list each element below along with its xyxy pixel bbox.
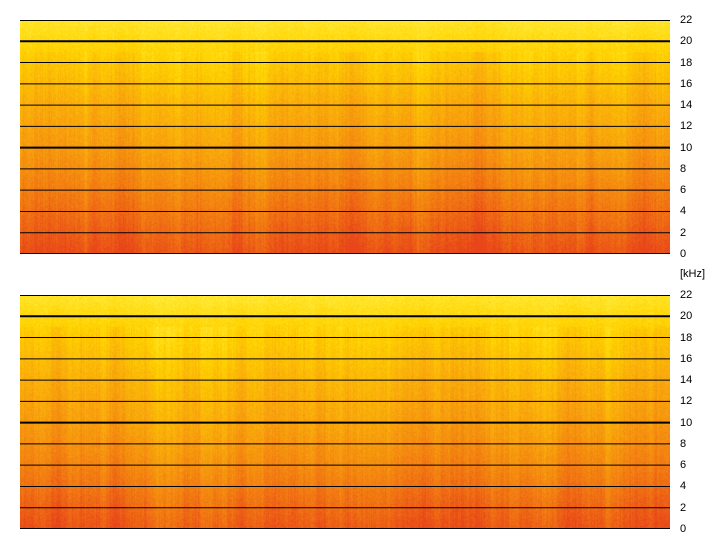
spectrogram-bottom-gridlines: [20, 295, 670, 529]
ytick-label-18: 18: [680, 331, 693, 344]
frequency-unit-label: [kHz]: [680, 268, 706, 280]
ytick-label-2: 2: [680, 501, 687, 514]
ytick-label-22: 22: [680, 14, 693, 26]
ytick-label-0: 0: [680, 523, 687, 535]
ytick-label-12: 12: [680, 120, 693, 133]
spectrogram-top-gridlines: [20, 20, 670, 254]
spectrogram-bottom-heatmap: [20, 295, 670, 529]
ytick-label-6: 6: [680, 459, 687, 472]
ytick-label-12: 12: [680, 395, 693, 408]
ytick-label-0: 0: [680, 248, 687, 260]
ytick-label-18: 18: [680, 56, 693, 69]
ytick-label-20: 20: [680, 35, 693, 48]
ytick-label-8: 8: [680, 437, 687, 450]
ytick-label-8: 8: [680, 162, 687, 175]
ytick-label-16: 16: [680, 77, 693, 90]
spectrogram-top: [20, 20, 670, 254]
spectrogram-bottom: [20, 295, 670, 529]
ytick-label-20: 20: [680, 310, 693, 323]
ytick-label-4: 4: [680, 205, 687, 218]
ytick-label-14: 14: [680, 99, 693, 112]
ytick-label-22: 22: [680, 289, 693, 301]
ytick-label-2: 2: [680, 226, 687, 239]
ytick-label-10: 10: [680, 416, 693, 429]
ytick-label-16: 16: [680, 352, 693, 365]
ytick-label-6: 6: [680, 184, 687, 197]
ytick-label-4: 4: [680, 480, 687, 493]
ytick-label-10: 10: [680, 141, 693, 154]
ytick-label-14: 14: [680, 374, 693, 387]
spectrogram-top-heatmap: [20, 20, 670, 254]
